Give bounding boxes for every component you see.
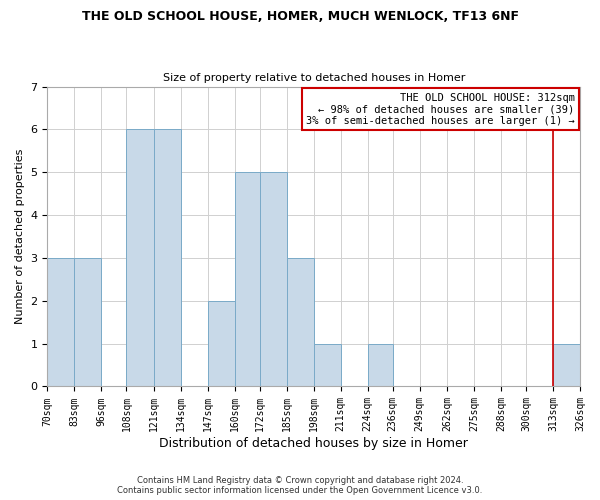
Bar xyxy=(47,258,74,386)
Text: THE OLD SCHOOL HOUSE: 312sqm
← 98% of detached houses are smaller (39)
3% of sem: THE OLD SCHOOL HOUSE: 312sqm ← 98% of de… xyxy=(306,92,575,126)
Bar xyxy=(553,344,580,386)
Bar xyxy=(235,172,260,386)
Bar xyxy=(260,172,287,386)
Bar xyxy=(314,344,341,386)
Bar xyxy=(368,344,393,386)
Text: THE OLD SCHOOL HOUSE, HOMER, MUCH WENLOCK, TF13 6NF: THE OLD SCHOOL HOUSE, HOMER, MUCH WENLOC… xyxy=(82,10,518,23)
Bar xyxy=(287,258,314,386)
Bar xyxy=(154,130,181,386)
Text: Contains HM Land Registry data © Crown copyright and database right 2024.
Contai: Contains HM Land Registry data © Crown c… xyxy=(118,476,482,495)
Bar xyxy=(74,258,101,386)
X-axis label: Distribution of detached houses by size in Homer: Distribution of detached houses by size … xyxy=(159,437,468,450)
Y-axis label: Number of detached properties: Number of detached properties xyxy=(15,149,25,324)
Bar xyxy=(208,301,235,386)
Bar xyxy=(127,130,154,386)
Title: Size of property relative to detached houses in Homer: Size of property relative to detached ho… xyxy=(163,73,465,83)
